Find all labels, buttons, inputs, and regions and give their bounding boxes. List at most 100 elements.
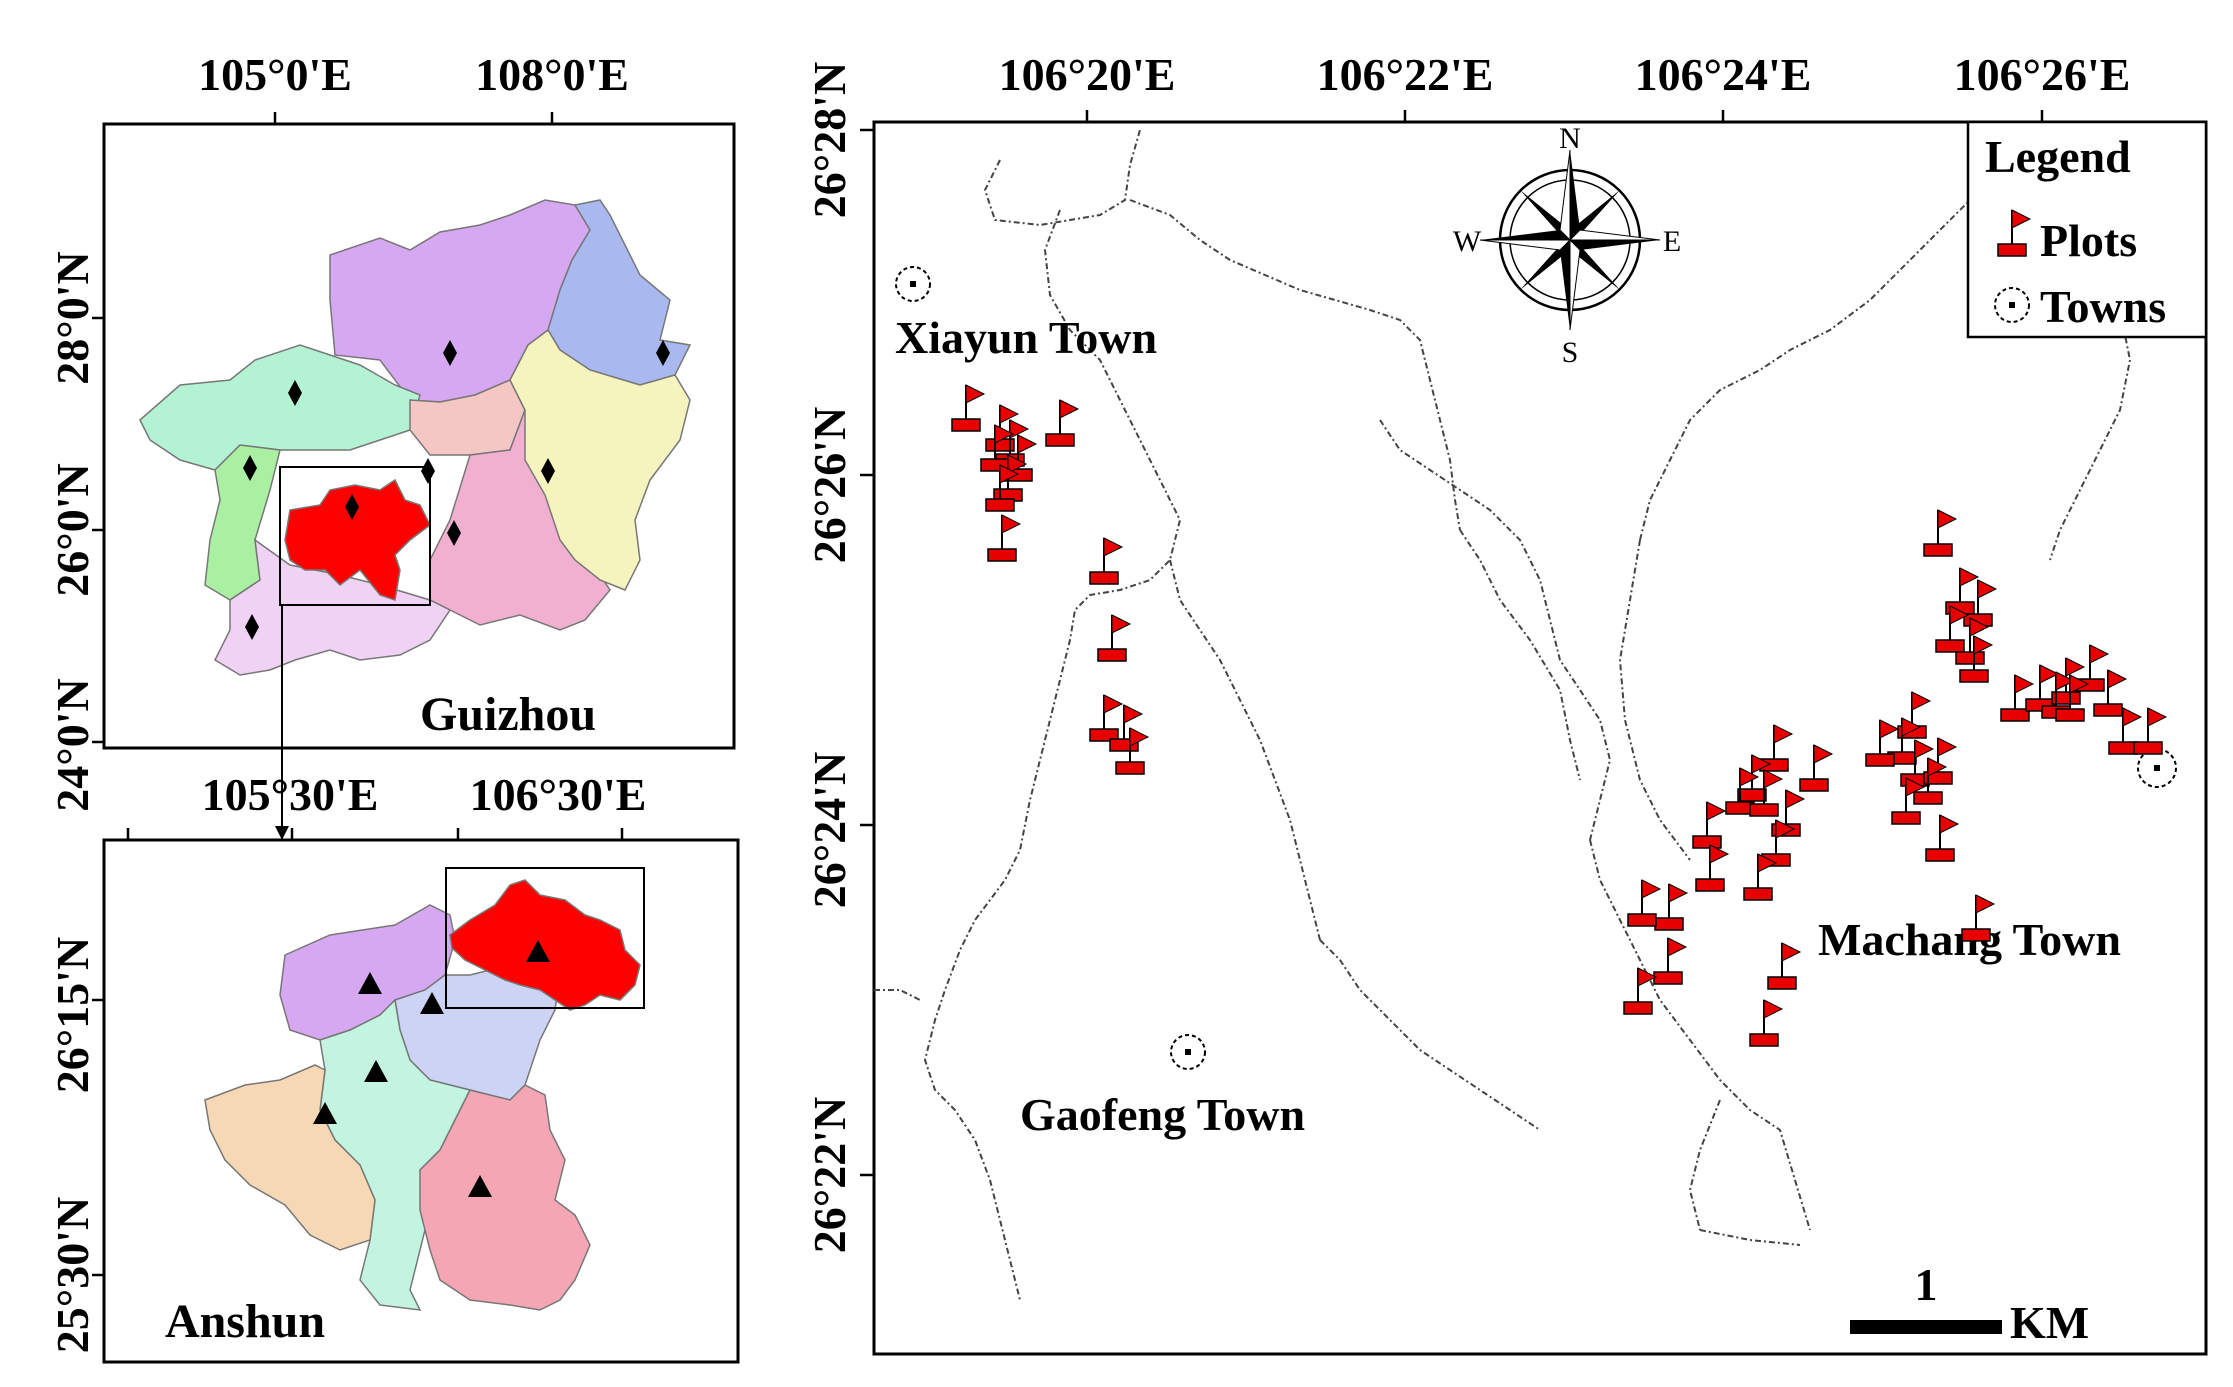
study-map-frame (872, 120, 2208, 1356)
scale-bar-value: 1 (1915, 1259, 1938, 1310)
diamond-marker (447, 520, 461, 546)
anshun-lat-tick-1: 26°15'N (47, 937, 98, 1093)
diamond-marker (243, 455, 257, 481)
inset-connector-arrow (275, 826, 289, 840)
diamond-marker (345, 494, 359, 520)
town-marker-xiayun (895, 266, 931, 302)
anshun-title: Anshun (165, 1295, 325, 1348)
plot-flag (1959, 635, 1994, 683)
compass-east-label: E (1663, 225, 1681, 258)
plot-flag (2025, 664, 2060, 712)
plot-flag (1767, 942, 1802, 990)
anshun-lon-tick-2: 106°30'E (470, 769, 647, 820)
study-lon-tick-2: 106°22'E (1317, 49, 1494, 100)
guizhou-lat-tick-2: 26°0'N (47, 463, 98, 596)
plot-flag (1097, 614, 1132, 662)
legend-towns-label: Towns (2040, 281, 2166, 332)
plot-flag (1692, 801, 1727, 849)
guizhou-lat-tick-3: 24°0'N (47, 678, 98, 811)
guizhou-regions (139, 199, 692, 676)
plot-flag (1935, 605, 1970, 653)
legend-plots-label: Plots (2040, 215, 2137, 266)
anshun-lat-tick-2: 25°30'N (47, 1197, 98, 1353)
compass-south-label: S (1562, 336, 1579, 369)
scale-bar-unit: KM (2010, 1297, 2089, 1348)
anshun-ticks (92, 828, 624, 1277)
scale-bar-segment (1850, 1320, 2002, 1334)
anshun-city-markers (313, 940, 550, 1197)
compass-rose: N S E W (1453, 122, 1681, 369)
town-label-gaofeng: Gaofeng Town (1020, 1089, 1305, 1140)
study-ticks (860, 110, 2044, 1177)
anshun-region-southwest (204, 1064, 376, 1251)
plot-flag (1887, 717, 1922, 765)
guizhou-city-markers (243, 340, 670, 640)
triangle-marker (468, 1175, 492, 1197)
town-markers (895, 266, 2177, 1070)
guizhou-region-anshun (284, 478, 431, 601)
legend: Legend Plots Towns (1966, 120, 2208, 339)
plot-flag (1743, 853, 1778, 901)
guizhou-lat-tick-1: 28°0'N (47, 251, 98, 384)
study-lat-tick-1: 26°28'N (804, 62, 855, 218)
town-marker-gaofeng (1170, 1034, 1206, 1070)
guizhou-panel: 105°0'E 108°0'E 28°0'N 26°0'N 24°0'N (47, 49, 736, 840)
study-area-panel: 106°20'E 106°22'E 106°24'E 106°26'E 26°2… (804, 49, 2208, 1356)
diamond-marker (656, 340, 670, 366)
plot-flag (987, 514, 1022, 562)
plot-flag (951, 384, 986, 432)
legend-title: Legend (1985, 131, 2131, 182)
diamond-marker (288, 380, 302, 406)
anshun-lon-tick-1: 105°30'E (202, 769, 379, 820)
guizhou-inset-box (279, 466, 431, 606)
triangle-marker (313, 1102, 337, 1124)
town-marker-machang (2137, 748, 2177, 788)
compass-north-label: N (1559, 122, 1581, 155)
plot-flag (1913, 757, 1948, 805)
plot-flag (1653, 937, 1688, 985)
guizhou-title: Guizhou (420, 688, 596, 741)
study-lon-tick-1: 106°20'E (999, 49, 1176, 100)
plot-flag (2055, 674, 2090, 722)
guizhou-lon-tick-2: 108°0'E (475, 49, 629, 100)
plot-flag (1955, 617, 1990, 665)
guizhou-region-east (509, 328, 691, 591)
plot-flag (1891, 777, 1926, 825)
plot-flag (2093, 669, 2128, 717)
plot-flag (1925, 814, 1960, 862)
triangle-marker (420, 992, 444, 1014)
anshun-regions (204, 879, 641, 1311)
plot-flag (985, 464, 1020, 512)
study-lon-tick-4: 106°26'E (1954, 49, 2131, 100)
diamond-marker (245, 614, 259, 640)
plot-flag (1961, 894, 1996, 942)
guizhou-ticks (92, 112, 554, 744)
guizhou-lon-tick-1: 105°0'E (198, 49, 352, 100)
triangle-marker (358, 972, 382, 994)
diamond-marker (421, 458, 435, 484)
plot-flag (1654, 883, 1689, 931)
anshun-region-southeast (419, 1084, 591, 1311)
plot-flag (2108, 707, 2143, 755)
plot-flag (1759, 724, 1794, 772)
plot-flag (1045, 399, 1080, 447)
guizhou-map-frame (102, 122, 736, 750)
plot-flag (1089, 537, 1124, 585)
triangle-marker (526, 940, 550, 962)
plot-flag (1865, 719, 1900, 767)
plot-flag (1623, 967, 1658, 1015)
triangle-marker (364, 1060, 388, 1082)
plot-flag (1089, 694, 1124, 742)
plot-flag (1627, 879, 1662, 927)
plot-flag (1923, 509, 1958, 557)
legend-plot-symbol (1997, 209, 2032, 257)
sample-plot-flags (951, 384, 2168, 1047)
plot-flag (1115, 727, 1150, 775)
anshun-inset-box (445, 867, 645, 1009)
scale-bar: 1 KM (1850, 1259, 2089, 1348)
town-label-xiayun: Xiayun Town (895, 312, 1157, 363)
plot-flag (1109, 704, 1144, 752)
study-lat-tick-4: 26°22'N (804, 1097, 855, 1253)
plot-flag (1749, 769, 1784, 817)
